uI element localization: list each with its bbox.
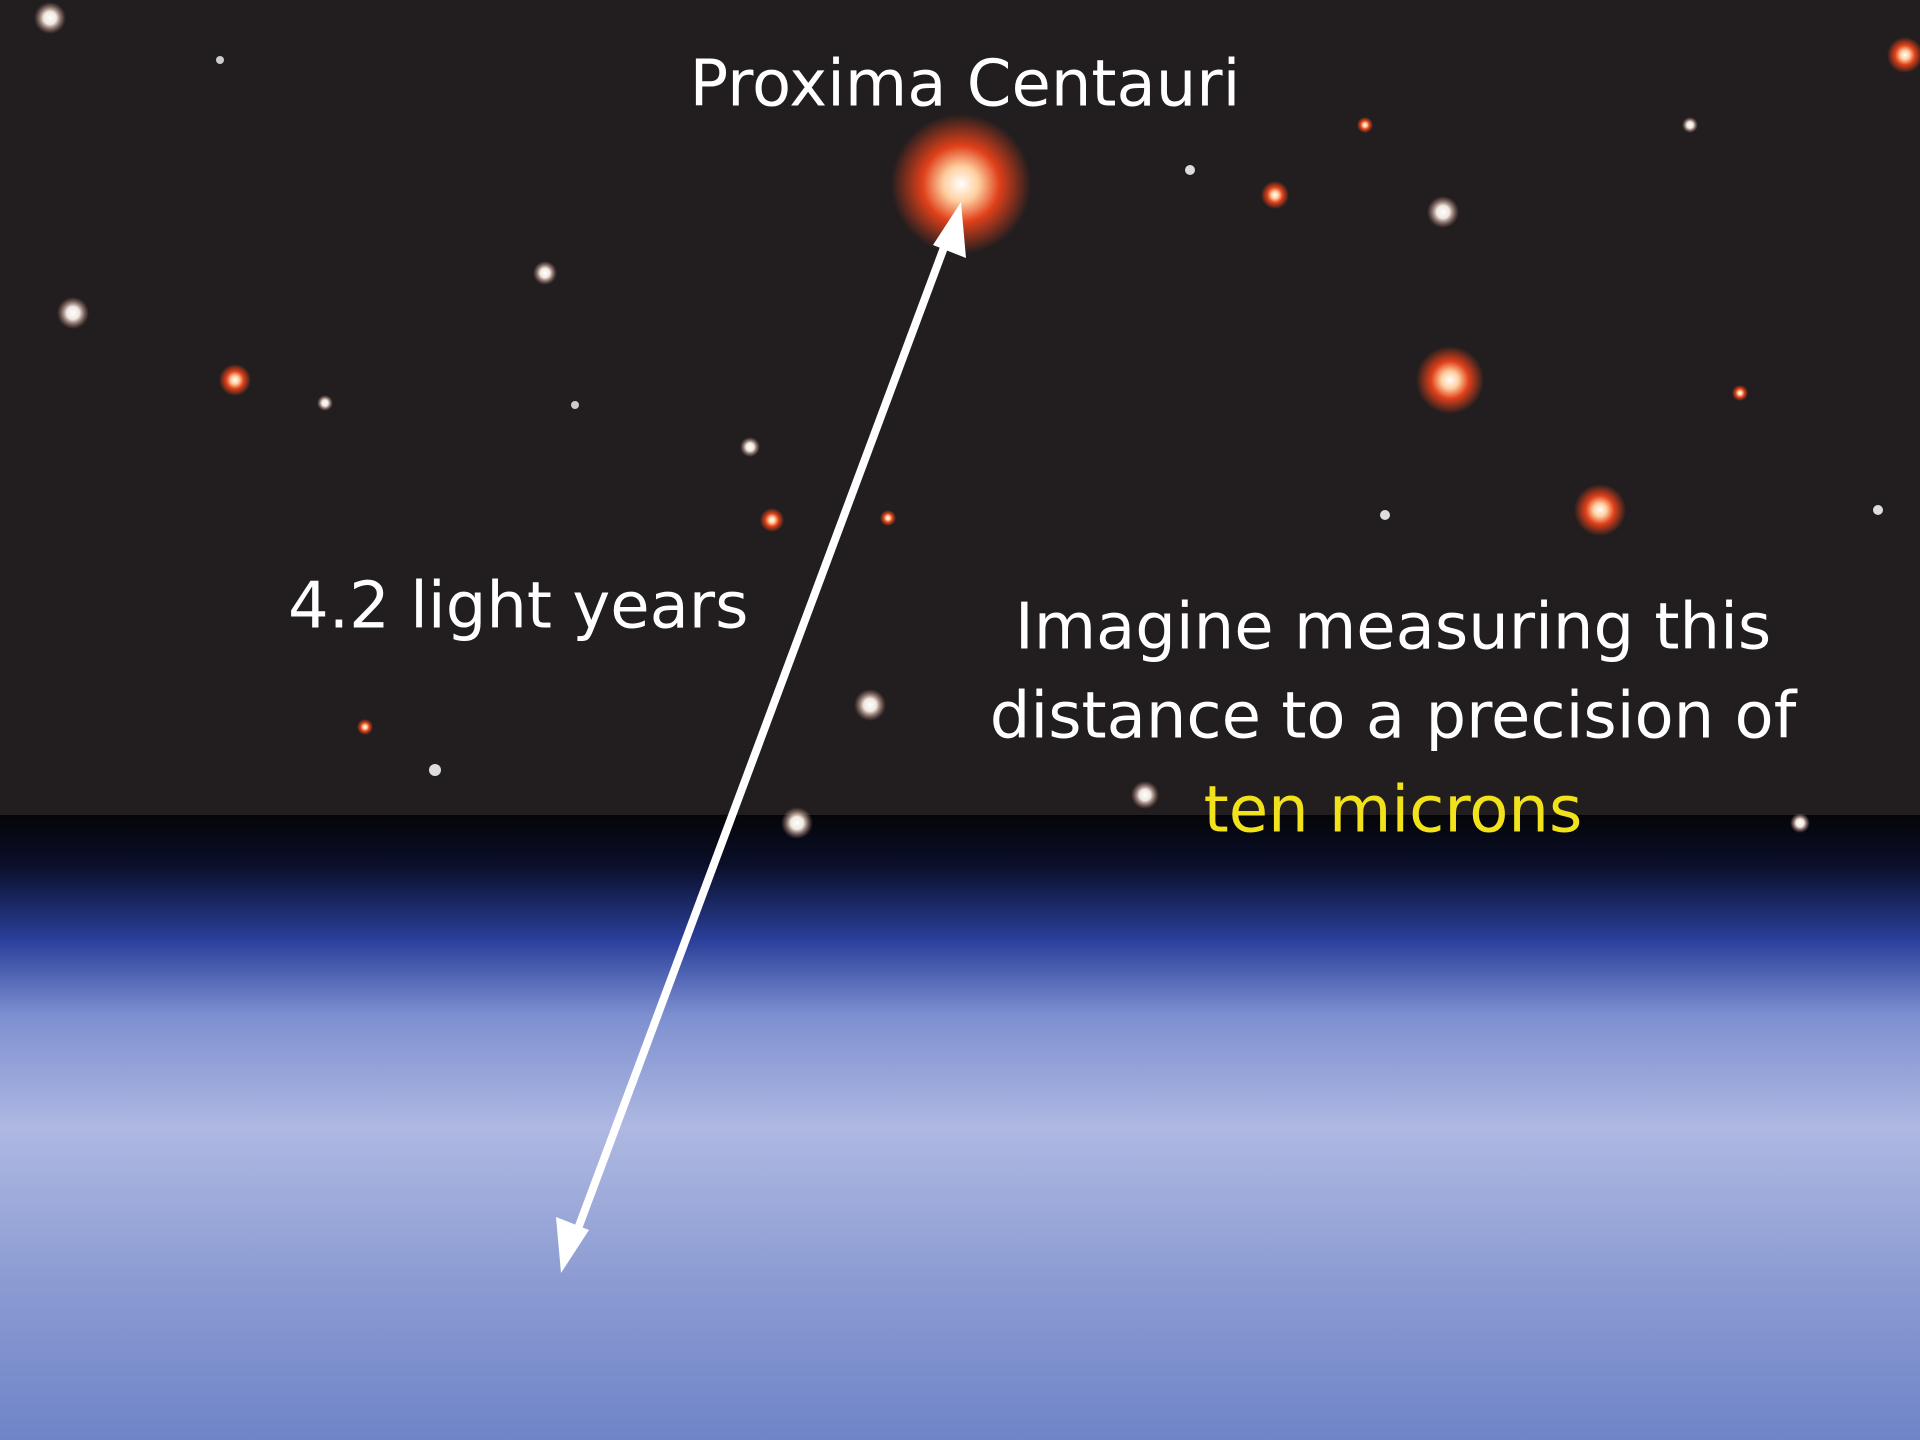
star — [1185, 165, 1195, 175]
star — [1427, 196, 1459, 228]
arrow-head-bottom — [556, 1217, 589, 1273]
star — [357, 719, 373, 735]
star — [740, 437, 760, 457]
star — [1380, 510, 1390, 520]
star — [760, 508, 784, 532]
star — [1887, 37, 1920, 73]
star — [1357, 117, 1373, 133]
star — [880, 510, 896, 526]
star — [781, 807, 813, 839]
star — [1416, 346, 1484, 414]
star — [1732, 385, 1748, 401]
star — [854, 689, 886, 721]
star — [429, 764, 441, 776]
distance-arrow — [556, 202, 966, 1273]
star — [219, 364, 251, 396]
earth — [0, 815, 1920, 1440]
stars — [34, 2, 1920, 839]
star — [34, 2, 66, 34]
proxima-star — [891, 114, 1031, 254]
star — [1790, 813, 1810, 833]
star — [216, 56, 224, 64]
arrow-head-top — [933, 202, 966, 258]
star — [57, 297, 89, 329]
star-name: Proxima Centauri — [690, 48, 1241, 122]
caption-line: distance to a precision of — [990, 680, 1798, 754]
star — [1131, 781, 1159, 809]
caption-line: Imagine measuring this — [1015, 591, 1771, 665]
star — [533, 261, 557, 285]
star — [1873, 505, 1883, 515]
star — [1682, 117, 1698, 133]
arrow-shaft — [566, 224, 956, 1252]
distance-label: 4.2 light years — [288, 570, 748, 644]
star — [571, 401, 579, 409]
caption-highlight: ten microns — [1204, 774, 1583, 848]
star — [1261, 181, 1289, 209]
star — [317, 395, 333, 411]
star — [1574, 484, 1626, 536]
